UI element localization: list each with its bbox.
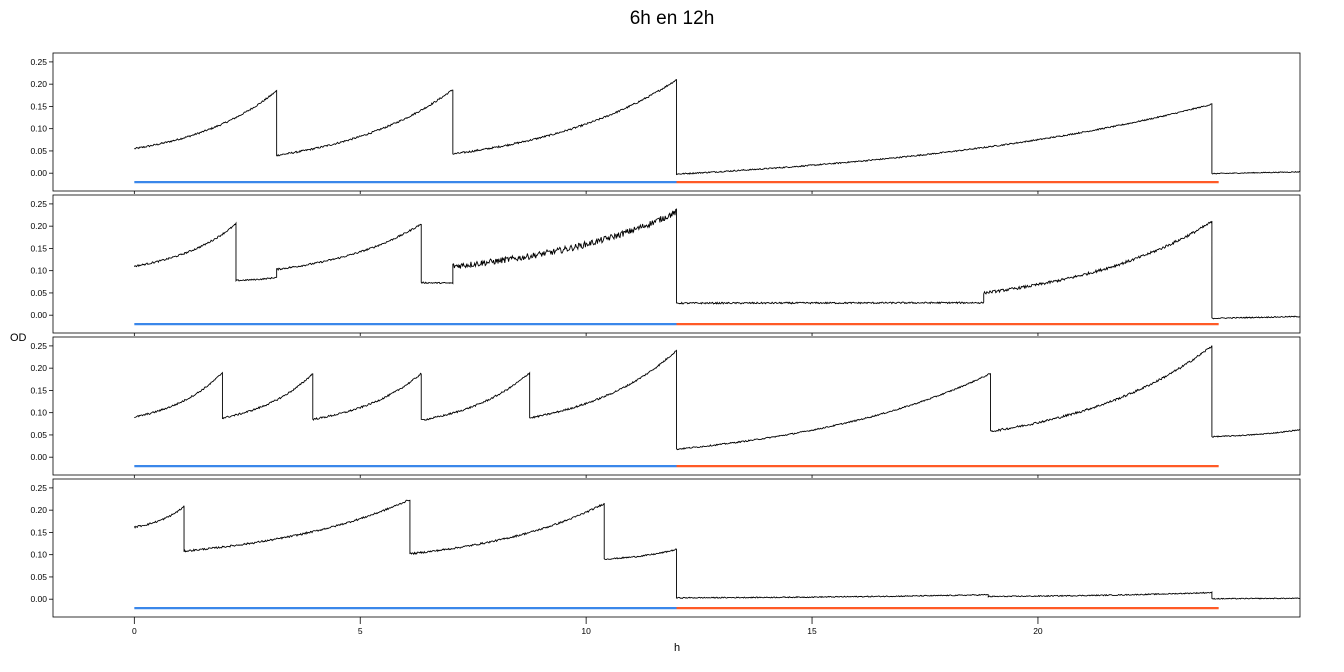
panel-frame <box>52 478 1301 618</box>
x-tick-label: 0 <box>132 626 137 636</box>
panel-frame <box>52 52 1301 192</box>
od-trace <box>133 208 1301 320</box>
x-tick-label: 10 <box>581 626 591 636</box>
panel-3: 0.00 0.05 0.10 0.15 0.20 0.25 <box>30 336 1301 478</box>
od-trace <box>133 499 1301 600</box>
y-tick-label: 0.20 <box>30 79 47 89</box>
panel-4: 0.00 0.05 0.10 0.15 0.20 0.25 <box>30 478 1301 620</box>
x-tick-label: 15 <box>807 626 817 636</box>
y-tick-label: 0.05 <box>30 572 47 582</box>
y-tick-label: 0.10 <box>30 266 47 276</box>
panel-1: 0.00 0.05 0.10 0.15 0.20 0.25 <box>30 52 1301 194</box>
y-tick-label: 0.00 <box>30 594 47 604</box>
y-tick-label: 0.00 <box>30 168 47 178</box>
y-tick-label: 0.05 <box>30 288 47 298</box>
y-tick-label: 0.20 <box>30 363 47 373</box>
y-tick-label: 0.05 <box>30 146 47 156</box>
y-tick-label: 0.15 <box>30 101 47 111</box>
od-trace <box>134 78 1301 176</box>
y-tick-label: 0.15 <box>30 527 47 537</box>
panel-frame <box>52 336 1301 476</box>
x-axis-label: h <box>674 642 680 654</box>
y-tick-label: 0.15 <box>30 385 47 395</box>
y-tick-label: 0.25 <box>30 483 47 493</box>
y-tick-label: 0.10 <box>30 408 47 418</box>
chart-title: 6h en 12h <box>629 8 715 29</box>
y-tick-label: 0.10 <box>30 550 47 560</box>
y-tick-label: 0.15 <box>30 243 47 253</box>
y-tick-label: 0.25 <box>30 57 47 67</box>
y-axis-label: OD <box>10 332 27 344</box>
panels-layer: 0.00 0.05 0.10 0.15 0.20 0.25 0.00 0.05 0.10 0.15… <box>30 52 1301 636</box>
panel-2: 0.00 0.05 0.10 0.15 0.20 0.25 <box>30 194 1301 336</box>
y-tick-label: 0.05 <box>30 430 47 440</box>
panel-frame <box>52 194 1301 334</box>
y-tick-label: 0.10 <box>30 124 47 134</box>
x-tick-label: 20 <box>1033 626 1043 636</box>
y-tick-label: 0.20 <box>30 221 47 231</box>
y-tick-label: 0.25 <box>30 199 47 209</box>
y-tick-label: 0.25 <box>30 341 47 351</box>
od-trace <box>134 345 1301 451</box>
y-tick-label: 0.20 <box>30 505 47 515</box>
x-tick-label: 5 <box>358 626 363 636</box>
y-tick-label: 0.00 <box>30 310 47 320</box>
y-tick-label: 0.00 <box>30 452 47 462</box>
